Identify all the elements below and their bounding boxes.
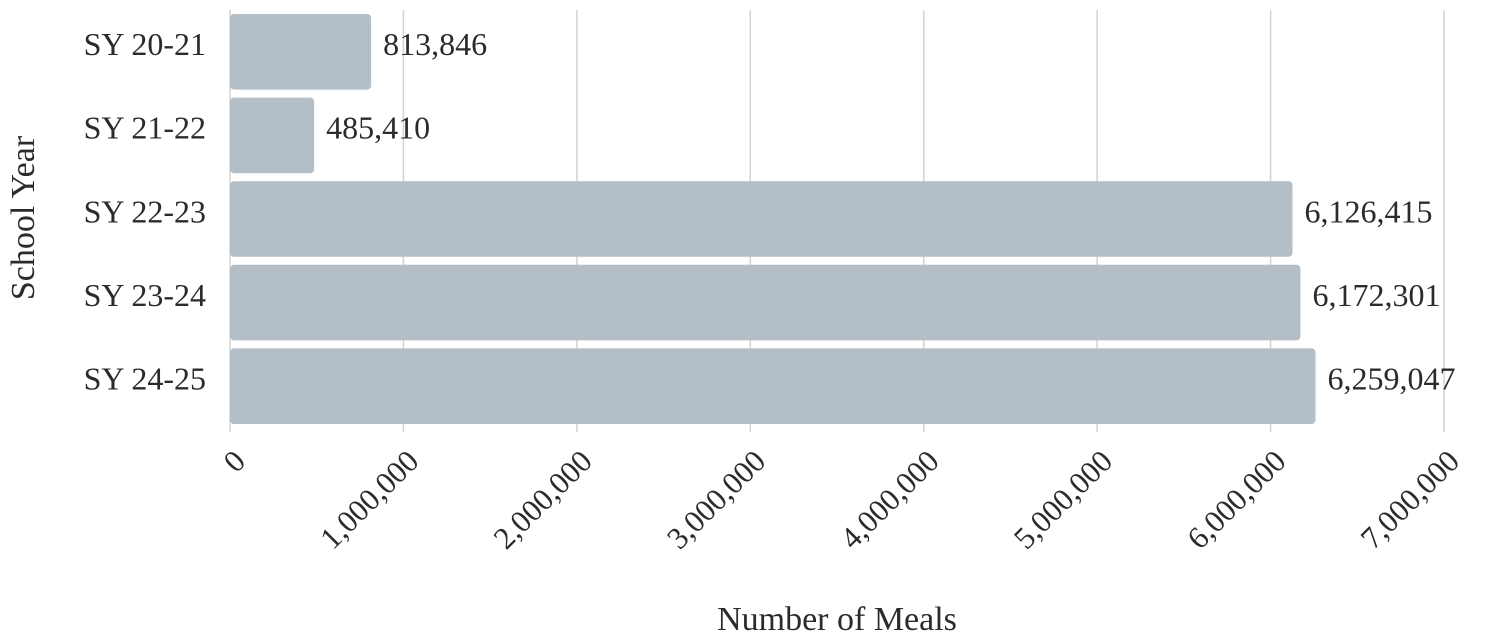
y-tick-label: SY 23-24 xyxy=(84,277,206,313)
bar xyxy=(230,348,1316,424)
bar xyxy=(230,97,315,174)
bar xyxy=(230,264,1301,341)
y-tick-label: SY 22-23 xyxy=(84,193,206,229)
bar xyxy=(230,181,1293,257)
value-label: 6,126,415 xyxy=(1304,193,1432,229)
x-axis-title: Number of Meals xyxy=(717,601,957,636)
x-tick-label: 6,000,000 xyxy=(1180,443,1292,555)
x-tick-label: 3,000,000 xyxy=(660,443,772,555)
x-tick-label: 1,000,000 xyxy=(313,443,425,555)
y-tick-label: SY 21-22 xyxy=(84,110,206,146)
value-label: 485,410 xyxy=(326,110,430,146)
y-tick-label: SY 20-21 xyxy=(84,26,206,62)
x-tick-label: 2,000,000 xyxy=(486,443,598,555)
x-tick-label: 4,000,000 xyxy=(833,443,945,555)
x-tick-label: 7,000,000 xyxy=(1354,443,1466,555)
x-tick-label: 5,000,000 xyxy=(1007,443,1119,555)
value-label: 6,172,301 xyxy=(1312,277,1440,313)
value-label: 813,846 xyxy=(383,26,487,62)
value-label: 6,259,047 xyxy=(1327,361,1455,397)
y-tick-label: SY 24-25 xyxy=(84,361,206,397)
x-tick-label: 0 xyxy=(216,443,252,479)
bar xyxy=(230,14,372,90)
y-axis-title: School Year xyxy=(5,135,42,300)
